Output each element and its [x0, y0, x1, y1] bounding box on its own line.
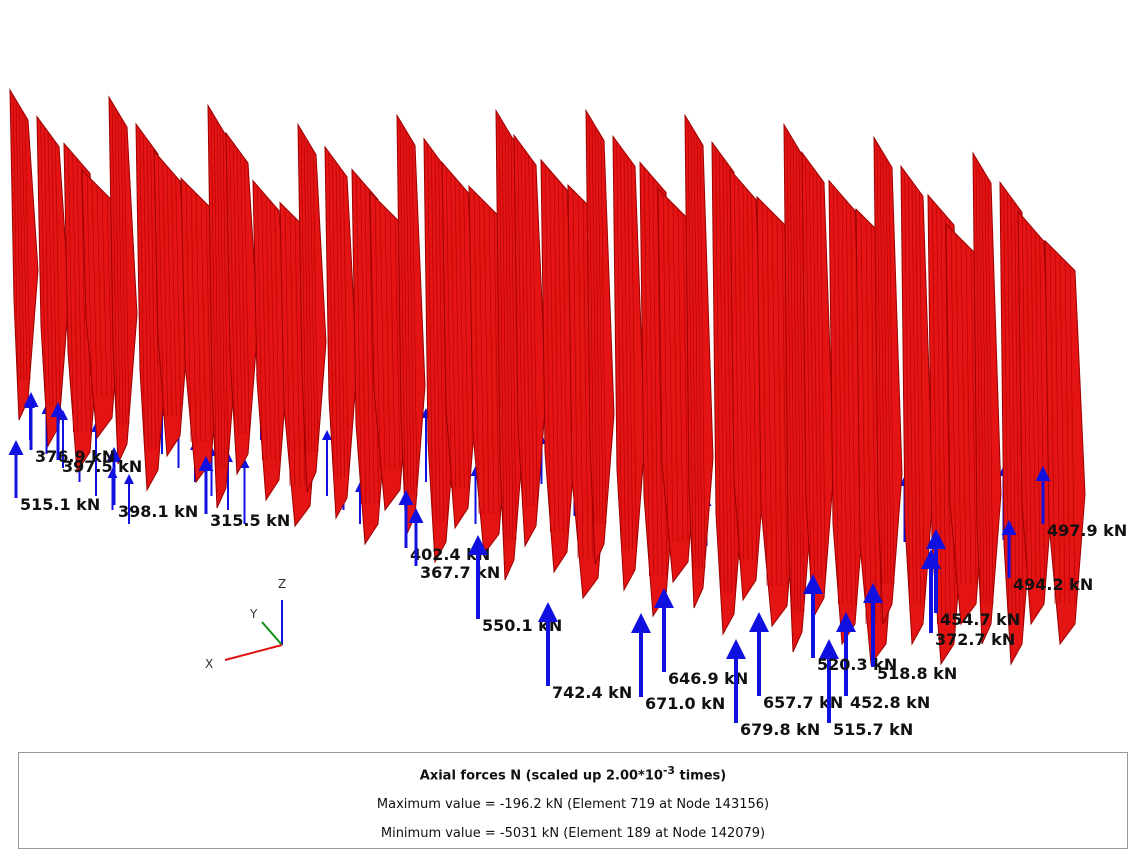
reaction-label: 679.8 kN [740, 720, 820, 739]
axis-label: X [205, 657, 213, 671]
reaction-label: 497.9 kN [1047, 521, 1127, 540]
reaction-label: 398.1 kN [118, 502, 198, 521]
maximum-value: Maximum value = -196.2 kN (Element 719 a… [19, 797, 1127, 812]
legend: Axial forces N (scaled up 2.00*10-3 time… [18, 752, 1128, 849]
reaction-label: 494.2 kN [1013, 575, 1093, 594]
reaction-label: 315.5 kN [210, 511, 290, 530]
legend-title-suffix: times) [675, 768, 726, 783]
arrow-head [9, 440, 24, 455]
viewport: 515.1 kN398.1 kN376.9 kN397.5 kN315.5 kN… [0, 0, 1147, 750]
reaction-label: 454.7 kN [940, 610, 1020, 629]
axis-label: Z [278, 577, 286, 591]
reaction-label: 518.8 kN [877, 664, 957, 683]
legend-title-text: Axial forces N (scaled up 2.00*10 [420, 768, 663, 783]
reaction-label: 515.7 kN [833, 720, 913, 739]
legend-title-exponent: -3 [663, 764, 675, 777]
legend-title: Axial forces N (scaled up 2.00*10-3 time… [19, 764, 1127, 783]
minimum-value: Minimum value = -5031 kN (Element 189 at… [19, 826, 1127, 841]
axis-y [262, 622, 282, 645]
reaction-label: 367.7 kN [420, 563, 500, 582]
arrow-head [631, 613, 651, 633]
arrow-head [726, 639, 746, 659]
axis-x [225, 645, 282, 660]
arrow-head [749, 612, 769, 632]
axis-label: Y [249, 607, 258, 621]
reaction-label: 372.7 kN [935, 630, 1015, 649]
screen: 515.1 kN398.1 kN376.9 kN397.5 kN315.5 kN… [0, 0, 1147, 850]
reaction-label: 742.4 kN [552, 683, 632, 702]
arrow-head [538, 602, 558, 622]
reaction-label: 671.0 kN [645, 694, 725, 713]
reaction-label: 452.8 kN [850, 693, 930, 712]
reaction-label: 515.1 kN [20, 495, 100, 514]
reaction-label: 397.5 kN [62, 457, 142, 476]
reaction-label: 657.7 kN [763, 693, 843, 712]
